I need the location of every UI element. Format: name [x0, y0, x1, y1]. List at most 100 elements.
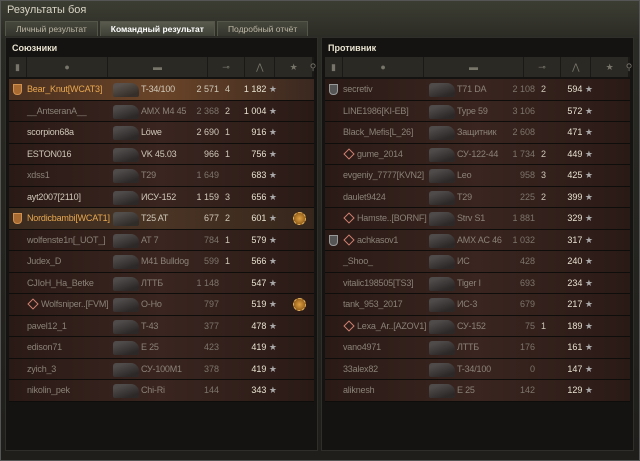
tank-icon-column-header[interactable]: ▬	[108, 57, 208, 77]
tank-name: Strv S1	[457, 213, 486, 223]
tab-team[interactable]: Командный результат	[99, 21, 215, 36]
tank-icon	[113, 190, 139, 205]
player-row[interactable]: ayt2007[2110] ИСУ-152 1 159 3 656	[9, 186, 314, 208]
damage-value: 797	[203, 299, 219, 309]
xp-value: 547	[237, 273, 277, 294]
enemies-title: Противник	[328, 43, 377, 53]
damage-value: 75	[524, 320, 535, 331]
player-row[interactable]: daulet9424 T29 225 2 399	[325, 186, 630, 208]
player-row[interactable]: vano4971 ЛТТБ 176 161	[325, 337, 630, 359]
kills-value: 2	[541, 84, 547, 94]
player-name: edison71	[27, 342, 62, 352]
player-row[interactable]: evgeniy_7777[KVN2] Leo 958 3 425	[325, 165, 630, 187]
player-row[interactable]: LINE1986[KI-EB] Type 59 3 106 572	[325, 100, 630, 122]
player-row[interactable]: vitalic198505[TS3] Tiger I 693 234	[325, 272, 630, 294]
tank-icon	[429, 104, 455, 119]
tank-name: T29	[141, 170, 156, 180]
kills-value: 1	[541, 320, 547, 331]
frags-icon-column-header[interactable]: ⋀	[561, 57, 592, 77]
player-row[interactable]: __AntseranA__ AMX M4 45 2 368 2 1 004	[9, 100, 314, 122]
player-row[interactable]: wolfenste1n[_UOT_] AT 7 784 1 579	[9, 229, 314, 251]
damage-value: 176	[519, 342, 535, 352]
player-name: Lexa_Ar..[AZOV1]	[357, 320, 427, 331]
player-row[interactable]: xdss1 T29 1 649 683	[9, 165, 314, 187]
player-row[interactable]: _Shoo_ ИС 428 240	[325, 251, 630, 273]
squad-icon-column-header[interactable]: ▮	[325, 57, 343, 77]
squad-icon-column-header[interactable]: ▮	[9, 57, 27, 77]
player-name: secretiv	[343, 84, 373, 94]
player-row[interactable]: pavel12_1 T-43 377 478	[9, 315, 314, 337]
tank-name: M41 Bulldog	[141, 256, 189, 266]
player-row[interactable]: tank_953_2017 ИС-3 679 217	[325, 294, 630, 316]
kills-value: 2	[225, 213, 231, 223]
player-icon-column-header[interactable]: ●	[27, 57, 109, 77]
player-row[interactable]: aliknesh E 25 142 129	[325, 380, 630, 402]
player-name: Nordicbambi[WCAT1]	[27, 213, 110, 223]
tank-icon	[429, 169, 455, 183]
player-row[interactable]: nikolin_pek Chi-Ri 144 343	[9, 380, 314, 402]
tab-detailed[interactable]: Подробный отчёт	[216, 21, 309, 36]
player-row[interactable]: Lexa_Ar..[AZOV1] СУ-152 75 1 189	[325, 315, 630, 337]
window-title: Результаты боя	[7, 4, 87, 16]
player-icon-column-header[interactable]: ●	[343, 57, 425, 77]
tank-icon	[113, 298, 139, 312]
player-row[interactable]: Wolfsniper..[FVM] O-Ho 797 519	[9, 294, 314, 316]
kills-value: 1	[225, 234, 231, 245]
medal-icon-column-header[interactable]: ⚲	[310, 57, 316, 77]
player-name: Black_Mefis[L_26]	[343, 127, 414, 137]
damage-value: 2 608	[512, 127, 535, 137]
xp-value: 566	[237, 251, 277, 272]
medal-icon-column-header[interactable]: ⚲	[626, 57, 632, 77]
allies-panel: Союзники ▮ ● ▬ ⊸ ⋀ ★ ⚲ Bear_Knut[WCAT3] T-34/10…	[5, 37, 318, 451]
xp-value: 579	[237, 230, 277, 251]
damage-value: 1 159	[196, 191, 219, 202]
player-row[interactable]: Bear_Knut[WCAT3] T-34/100 2 571 4 1 182	[9, 79, 314, 101]
tank-icon	[113, 83, 139, 97]
xp-value: 425	[553, 165, 593, 186]
tank-name: СУ-100М1	[141, 363, 182, 374]
player-row[interactable]: zyich_3 СУ-100М1 378 419	[9, 358, 314, 380]
tank-name: ИС-3	[457, 299, 478, 309]
tank-name: Tiger I	[457, 277, 481, 288]
xp-value: 1 004	[237, 101, 277, 122]
allies-title: Союзники	[12, 43, 58, 53]
player-row[interactable]: achkasov1 AMX AC 46 1 032 317	[325, 229, 630, 251]
tank-name: VK 45.03	[141, 148, 177, 159]
damage-value: 958	[519, 170, 535, 180]
player-row[interactable]: secretiv T71 DA 2 108 2 594	[325, 79, 630, 101]
player-row[interactable]: ESTON016 VK 45.03 966 1 756	[9, 143, 314, 165]
damage-value: 1 881	[512, 213, 535, 223]
tab-personal[interactable]: Личный результат	[5, 21, 98, 36]
tank-icon	[429, 83, 455, 97]
tank-name: T-34/100	[457, 363, 491, 374]
player-row[interactable]: Black_Mefis[L_26] Защитник 2 608 471	[325, 122, 630, 144]
damage-value: 693	[519, 277, 535, 288]
player-row[interactable]: scorpion68a Löwe 2 690 1 916	[9, 122, 314, 144]
player-row[interactable]: Judex_D M41 Bulldog 599 1 566	[9, 251, 314, 273]
damage-value: 1 148	[196, 277, 219, 288]
tank-icon-column-header[interactable]: ▬	[424, 57, 524, 77]
squad-icon	[329, 84, 338, 95]
player-row[interactable]: Hamste..[BORNF] Strv S1 1 881 329	[325, 208, 630, 230]
xp-value: 161	[553, 337, 593, 358]
player-row[interactable]: edison71 E 25 423 419	[9, 337, 314, 359]
player-name: aliknesh	[343, 385, 375, 395]
player-name: LINE1986[KI-EB]	[343, 105, 409, 116]
damage-icon-column-header[interactable]: ⊸	[208, 57, 246, 77]
player-name: vano4971	[343, 342, 381, 352]
player-row[interactable]: gume_2014 СУ-122-44 1 734 2 449	[325, 143, 630, 165]
player-row[interactable]: CJIoH_Ha_Betke ЛТТБ 1 148 547	[9, 272, 314, 294]
player-row[interactable]: Nordicbambi[WCAT1] T25 AT 677 2 601	[9, 208, 314, 230]
damage-value: 677	[203, 213, 219, 223]
player-name: achkasov1	[357, 234, 399, 245]
damage-value: 423	[203, 342, 219, 352]
damage-icon-column-header[interactable]: ⊸	[524, 57, 562, 77]
damage-value: 966	[203, 148, 219, 159]
xp-star-icon-column-header[interactable]: ★	[591, 57, 629, 77]
player-name: gume_2014	[357, 148, 403, 159]
player-row[interactable]: 33alex82 T-34/100 0 147	[325, 358, 630, 380]
tank-name: ЛТТБ	[141, 277, 164, 288]
xp-star-icon-column-header[interactable]: ★	[275, 57, 313, 77]
frags-icon-column-header[interactable]: ⋀	[245, 57, 276, 77]
tank-icon	[113, 169, 139, 183]
